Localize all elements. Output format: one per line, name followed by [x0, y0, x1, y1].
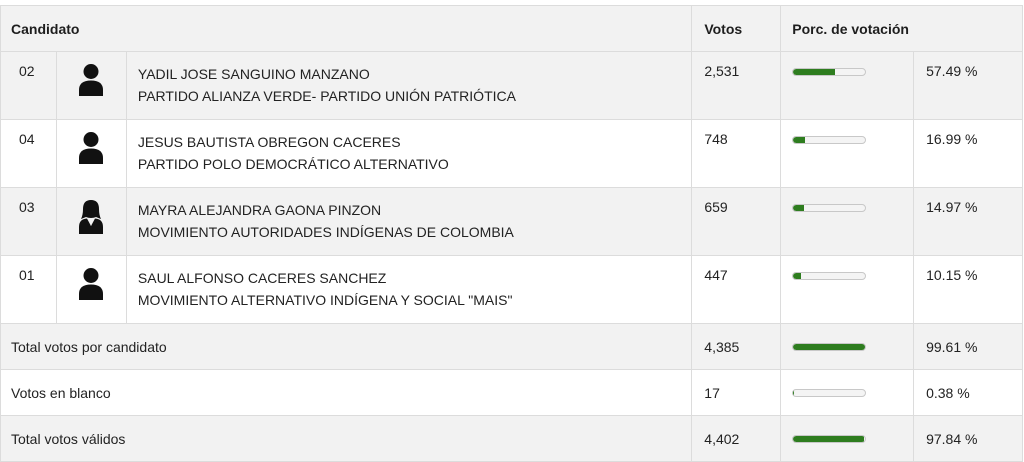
- candidate-votes: 748: [692, 120, 781, 187]
- summary-label: Total votos por candidato: [1, 324, 692, 369]
- header-percentage: Porc. de votación: [781, 6, 1023, 51]
- woman-icon: [78, 199, 104, 255]
- summary-percentage: 99.61 %: [914, 324, 1023, 369]
- table-row: 01 SAUL ALFONSO CACERES SANCHEZ MOVIMIEN…: [1, 256, 1023, 324]
- candidate-party: MOVIMIENTO ALTERNATIVO INDÍGENA Y SOCIAL…: [138, 289, 691, 311]
- candidate-votes: 2,531: [692, 52, 781, 119]
- candidate-name: YADIL JOSE SANGUINO MANZANO: [138, 63, 691, 85]
- person-icon: [78, 131, 104, 187]
- person-icon: [78, 267, 104, 323]
- progress-fill: [793, 69, 834, 75]
- candidate-percentage: 16.99 %: [914, 120, 1023, 187]
- table-row: 02 YADIL JOSE SANGUINO MANZANO PARTIDO A…: [1, 52, 1023, 120]
- candidate-party: PARTIDO ALIANZA VERDE- PARTIDO UNIÓN PAT…: [138, 85, 691, 107]
- candidate-number: 01: [1, 256, 57, 323]
- avatar: [57, 120, 127, 187]
- candidate-number: 04: [1, 120, 57, 187]
- progress-bar: [792, 435, 866, 443]
- summary-label: Total votos válidos: [1, 416, 692, 461]
- summary-votes: 4,385: [692, 324, 781, 369]
- avatar: [57, 52, 127, 119]
- summary-row-valid-votes: Total votos válidos 4,402 97.84 %: [1, 416, 1023, 462]
- summary-percentage: 97.84 %: [914, 416, 1023, 461]
- candidate-number: 02: [1, 52, 57, 119]
- candidate-party: PARTIDO POLO DEMOCRÁTICO ALTERNATIVO: [138, 153, 691, 175]
- candidate-percentage: 10.15 %: [914, 256, 1023, 323]
- summary-percentage: 0.38 %: [914, 370, 1023, 415]
- progress-fill: [793, 344, 865, 350]
- summary-votes: 4,402: [692, 416, 781, 461]
- header-candidate: Candidato: [1, 6, 692, 51]
- candidate-votes: 447: [692, 256, 781, 323]
- candidate-votes: 659: [692, 188, 781, 255]
- progress-bar: [792, 272, 866, 280]
- table-row: 04 JESUS BAUTISTA OBREGON CACERES PARTID…: [1, 120, 1023, 188]
- table-header: Candidato Votos Porc. de votación: [1, 6, 1023, 52]
- person-icon: [78, 63, 104, 119]
- candidate-number: 03: [1, 188, 57, 255]
- progress-fill: [793, 205, 804, 211]
- progress-bar: [792, 389, 866, 397]
- summary-row-blank-votes: Votos en blanco 17 0.38 %: [1, 370, 1023, 416]
- candidate-name: JESUS BAUTISTA OBREGON CACERES: [138, 131, 691, 153]
- summary-votes: 17: [692, 370, 781, 415]
- progress-bar: [792, 68, 866, 76]
- progress-bar: [792, 136, 866, 144]
- progress-bar: [792, 343, 866, 351]
- candidate-name: SAUL ALFONSO CACERES SANCHEZ: [138, 267, 691, 289]
- candidate-party: MOVIMIENTO AUTORIDADES INDÍGENAS DE COLO…: [138, 221, 691, 243]
- avatar: [57, 188, 127, 255]
- progress-fill: [793, 137, 805, 143]
- progress-fill: [793, 273, 800, 279]
- header-votes: Votos: [692, 6, 781, 51]
- progress-fill: [793, 436, 863, 442]
- summary-row-total-candidates: Total votos por candidato 4,385 99.61 %: [1, 324, 1023, 370]
- candidate-name: MAYRA ALEJANDRA GAONA PINZON: [138, 199, 691, 221]
- results-table: Candidato Votos Porc. de votación 02 YAD…: [0, 5, 1023, 462]
- progress-bar: [792, 204, 866, 212]
- avatar: [57, 256, 127, 323]
- table-row: 03 MAYRA ALEJANDRA GAONA PINZON MOVIMIEN…: [1, 188, 1023, 256]
- candidate-percentage: 14.97 %: [914, 188, 1023, 255]
- candidate-percentage: 57.49 %: [914, 52, 1023, 119]
- summary-label: Votos en blanco: [1, 370, 692, 415]
